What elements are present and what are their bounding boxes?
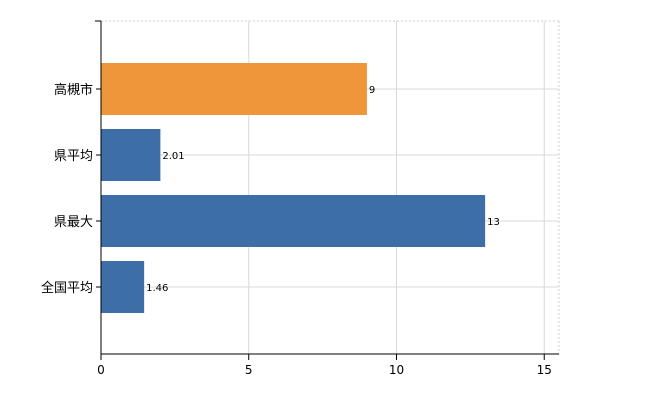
data-label-0: 9 <box>369 85 375 96</box>
x-tick-label-1: 5 <box>245 363 253 377</box>
data-label-1: 2.01 <box>162 151 184 162</box>
x-tick-label-2: 10 <box>389 363 404 377</box>
x-tick-label-0: 0 <box>97 363 105 377</box>
bar-1 <box>101 129 161 181</box>
data-label-3: 1.46 <box>146 283 168 294</box>
category-label-0: 高槻市 <box>54 82 93 98</box>
bar-2 <box>101 195 486 247</box>
axes <box>95 20 559 360</box>
category-label-3: 全国平均 <box>41 280 93 296</box>
bars <box>101 63 486 313</box>
x-tick-label-3: 15 <box>537 363 552 377</box>
bar-3 <box>101 261 145 313</box>
bar-0 <box>101 63 367 115</box>
category-label-2: 県最大 <box>54 215 93 230</box>
labels: 9 高槻市 2.01 県平均 13 県最大 1.46 全国平均 0 5 10 15 <box>41 82 552 377</box>
data-label-2: 13 <box>487 217 500 228</box>
category-label-1: 県平均 <box>54 149 93 164</box>
